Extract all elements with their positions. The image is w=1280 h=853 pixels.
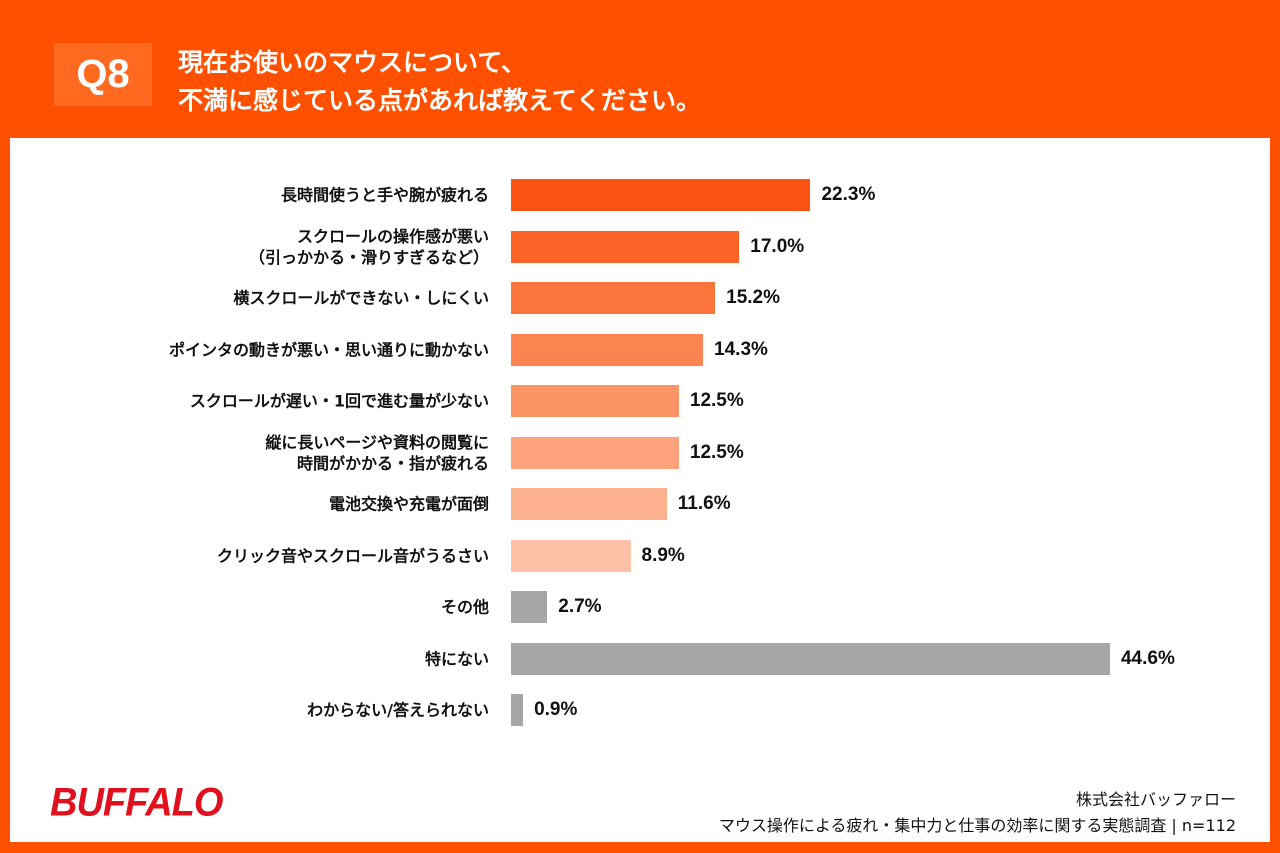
company-name: 株式会社バッファロー — [1075, 790, 1236, 809]
data-label: 44.6% — [1120, 647, 1175, 669]
category-label: 長時間使うと手や腕が疲れる — [280, 185, 489, 205]
bar — [511, 436, 679, 469]
bar — [511, 230, 740, 263]
data-label: 22.3% — [821, 184, 876, 205]
bar — [511, 282, 716, 314]
category-label: 特にない — [424, 649, 489, 668]
category-label: ポインタの動きが悪い・思い通りに動かない — [168, 340, 489, 359]
category-label: 縦に長いページや資料の閲覧に 時間がかかる・指が疲れる — [265, 432, 489, 473]
title-line-2: 不満に感じている点があれば教えてください。 — [178, 86, 702, 115]
survey-credit: マウス操作による疲れ・集中力と仕事の効率に関する実態調査 | n=112 — [718, 816, 1236, 835]
data-label: 11.6% — [677, 493, 731, 514]
data-label: 14.3% — [714, 338, 768, 360]
question-number: Q8 — [76, 52, 130, 96]
bar — [511, 179, 811, 211]
data-label: 8.9% — [641, 544, 685, 566]
question-number-badge: Q8 — [54, 43, 152, 106]
category-label: クリック音やスクロール音がうるさい — [216, 546, 489, 565]
bar — [511, 642, 1110, 675]
bar — [511, 694, 524, 726]
bar — [511, 385, 679, 417]
data-label: 17.0% — [750, 235, 805, 257]
category-label: スクロールが遅い・1回で進む量が少ない — [189, 391, 489, 411]
category-label: その他 — [440, 597, 489, 617]
category-label: わからない/答えられない — [307, 700, 489, 720]
data-label: 0.9% — [534, 699, 578, 720]
bar — [511, 539, 631, 572]
data-label: 2.7% — [558, 596, 602, 617]
page-title: 現在お使いのマウスについて、 不満に感じている点があれば教えてください。 — [178, 44, 701, 120]
buffalo-logo: BUFFALO — [50, 780, 223, 826]
category-label: 電池交換や充電が面倒 — [328, 494, 489, 514]
data-label: 15.2% — [726, 287, 780, 308]
category-label: スクロールの操作感が悪い （引っかかる・滑りすぎるなど） — [248, 226, 489, 267]
data-label: 12.5% — [689, 441, 744, 463]
bar — [511, 488, 667, 520]
data-label: 12.5% — [689, 390, 744, 411]
bar — [511, 333, 704, 366]
category-label: 横スクロールができない・しにくい — [233, 288, 489, 308]
title-line-1: 現在お使いのマウスについて、 — [178, 48, 527, 77]
bar — [511, 591, 548, 623]
